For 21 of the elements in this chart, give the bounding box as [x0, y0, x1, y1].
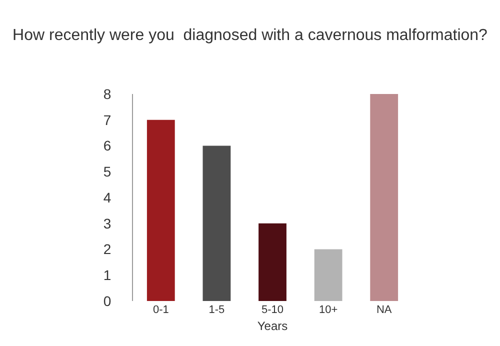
x-tick-label: 5-10 — [261, 304, 284, 316]
y-tick-label: 4 — [103, 189, 112, 206]
x-tick-label: 0-1 — [152, 304, 169, 316]
bar — [202, 146, 231, 301]
chart-title: How recently were you diagnosed with a cavernous malformation? — [12, 27, 488, 44]
x-tick-label: NA — [376, 304, 392, 316]
y-tick-label: 8 — [103, 86, 112, 102]
y-tick-label: 1 — [103, 267, 112, 284]
y-tick-label: 2 — [103, 241, 112, 258]
x-axis-title: Years — [257, 318, 288, 333]
bar — [146, 120, 175, 301]
bar — [258, 223, 286, 301]
bar — [370, 94, 398, 301]
y-tick-label: 5 — [103, 164, 112, 180]
y-tick-label: 6 — [103, 138, 112, 154]
x-tick-label: 10+ — [318, 304, 338, 316]
x-tick-label: 1-5 — [208, 304, 225, 316]
y-tick-label: 3 — [103, 215, 112, 232]
y-tick-label: 0 — [103, 292, 112, 309]
y-tick-label: 7 — [103, 112, 112, 128]
bar — [314, 249, 342, 301]
